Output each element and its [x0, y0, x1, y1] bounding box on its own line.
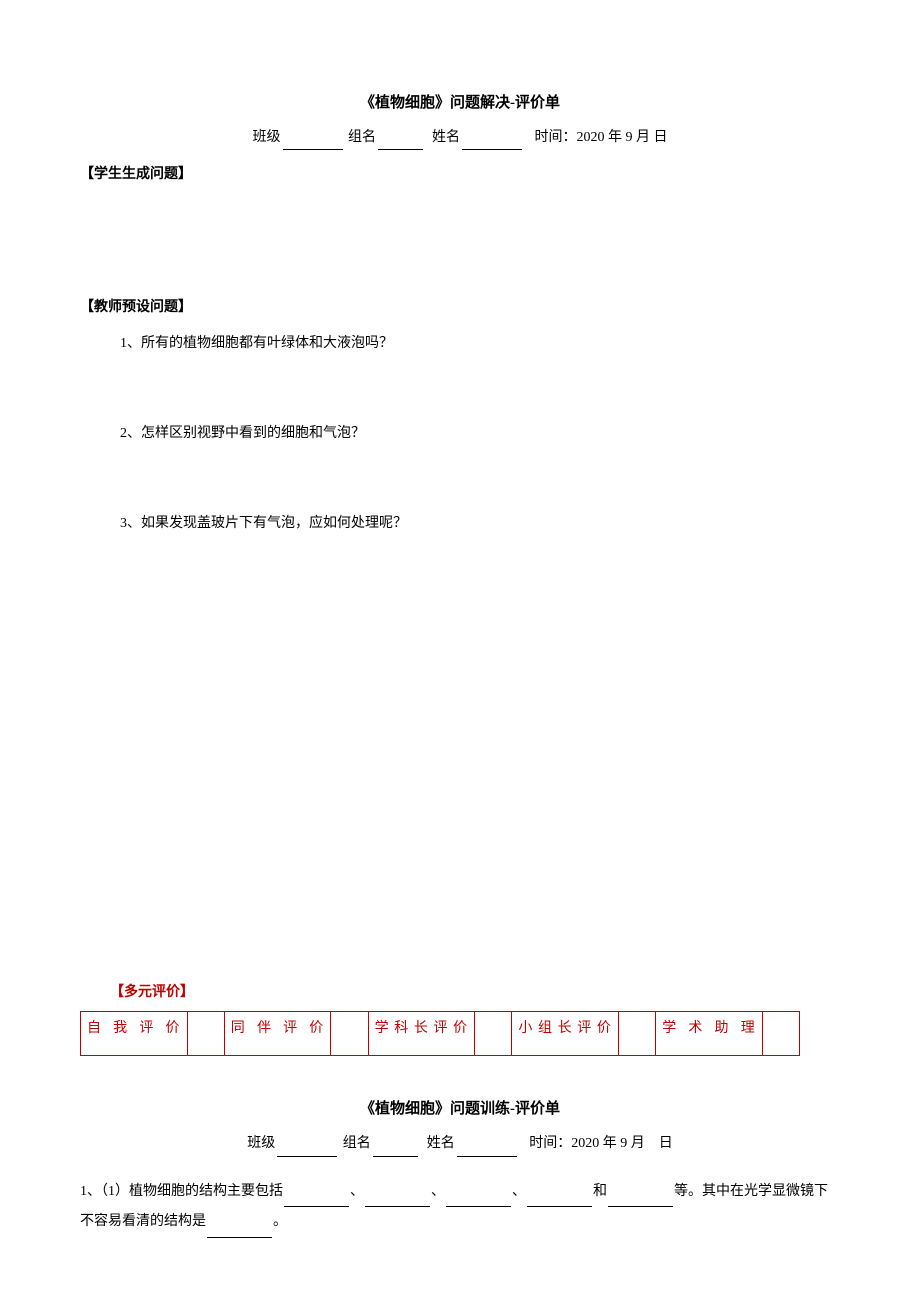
- group-label-2: 组名: [343, 1136, 371, 1151]
- eval-col-subject: 学科长评价: [368, 1012, 475, 1056]
- section2-form-line: 班级 组名 姓名 时间：2020 年 9 月 日: [80, 1131, 840, 1156]
- q1-text-4: 。: [273, 1214, 287, 1229]
- class-label-2: 班级: [247, 1136, 275, 1151]
- sep2: 、: [431, 1184, 445, 1199]
- q1-blank-4[interactable]: [527, 1189, 592, 1207]
- eval-self-value[interactable]: [187, 1012, 224, 1056]
- class-blank[interactable]: [283, 132, 343, 150]
- name-label-2: 姓名: [427, 1136, 455, 1151]
- name-label: 姓名: [432, 130, 460, 145]
- student-questions-space: [80, 191, 840, 291]
- time-label: 时间：: [535, 130, 577, 145]
- eval-col-group: 小组长评价: [512, 1012, 619, 1056]
- evaluation-header: 【多元评价】: [110, 980, 840, 1005]
- q1-blank-3[interactable]: [446, 1189, 511, 1207]
- sep3: 、: [512, 1184, 526, 1199]
- class-blank-2[interactable]: [277, 1139, 337, 1157]
- group-label: 组名: [348, 130, 376, 145]
- name-blank[interactable]: [462, 132, 522, 150]
- q1-blank-2[interactable]: [365, 1189, 430, 1207]
- time-value-2: 2020 年 9 月 日: [571, 1136, 673, 1151]
- section1-form-line: 班级 组名 姓名 时间：2020 年 9 月 日: [80, 125, 840, 150]
- eval-col-self: 自我评价: [81, 1012, 188, 1056]
- q1-blank-5[interactable]: [608, 1189, 673, 1207]
- time-value: 2020 年 9 月 日: [577, 130, 668, 145]
- eval-peer-value[interactable]: [331, 1012, 368, 1056]
- group-blank[interactable]: [378, 132, 423, 150]
- teacher-question-3: 3、如果发现盖玻片下有气泡，应如何处理呢？: [120, 511, 840, 536]
- time-label-2: 时间：: [529, 1136, 571, 1151]
- evaluation-table: 自我评价 同伴评价 学科长评价 小组长评价 学术助理: [80, 1011, 800, 1056]
- class-label: 班级: [253, 130, 281, 145]
- name-blank-2[interactable]: [457, 1139, 517, 1157]
- section1-title: 《植物细胞》问题解决-评价单: [80, 90, 840, 117]
- eval-col-peer: 同伴评价: [224, 1012, 331, 1056]
- section2-title: 《植物细胞》问题训练-评价单: [80, 1096, 840, 1123]
- q2-space: [80, 446, 840, 501]
- student-questions-header: 【学生生成问题】: [80, 162, 840, 187]
- q1-text-1: 1、（1）植物细胞的结构主要包括: [80, 1184, 283, 1199]
- sep1: 、: [350, 1184, 364, 1199]
- group-blank-2[interactable]: [373, 1139, 418, 1157]
- q1-text-2: 和: [593, 1184, 607, 1199]
- eval-assistant-value[interactable]: [762, 1012, 799, 1056]
- teacher-question-2: 2、怎样区别视野中看到的细胞和气泡？: [120, 421, 840, 446]
- fill-question-1: 1、（1）植物细胞的结构主要包括、、、和等。其中在光学显微镜下不容易看清的结构是…: [80, 1177, 840, 1239]
- eval-col-assistant: 学术助理: [656, 1012, 763, 1056]
- q1-blank-6[interactable]: [207, 1220, 272, 1238]
- q1-blank-1[interactable]: [284, 1189, 349, 1207]
- eval-subject-value[interactable]: [475, 1012, 512, 1056]
- large-space: [80, 536, 840, 976]
- teacher-question-1: 1、所有的植物细胞都有叶绿体和大液泡吗？: [120, 331, 840, 356]
- teacher-questions-header: 【教师预设问题】: [80, 295, 840, 320]
- eval-group-value[interactable]: [618, 1012, 655, 1056]
- q1-space: [80, 356, 840, 411]
